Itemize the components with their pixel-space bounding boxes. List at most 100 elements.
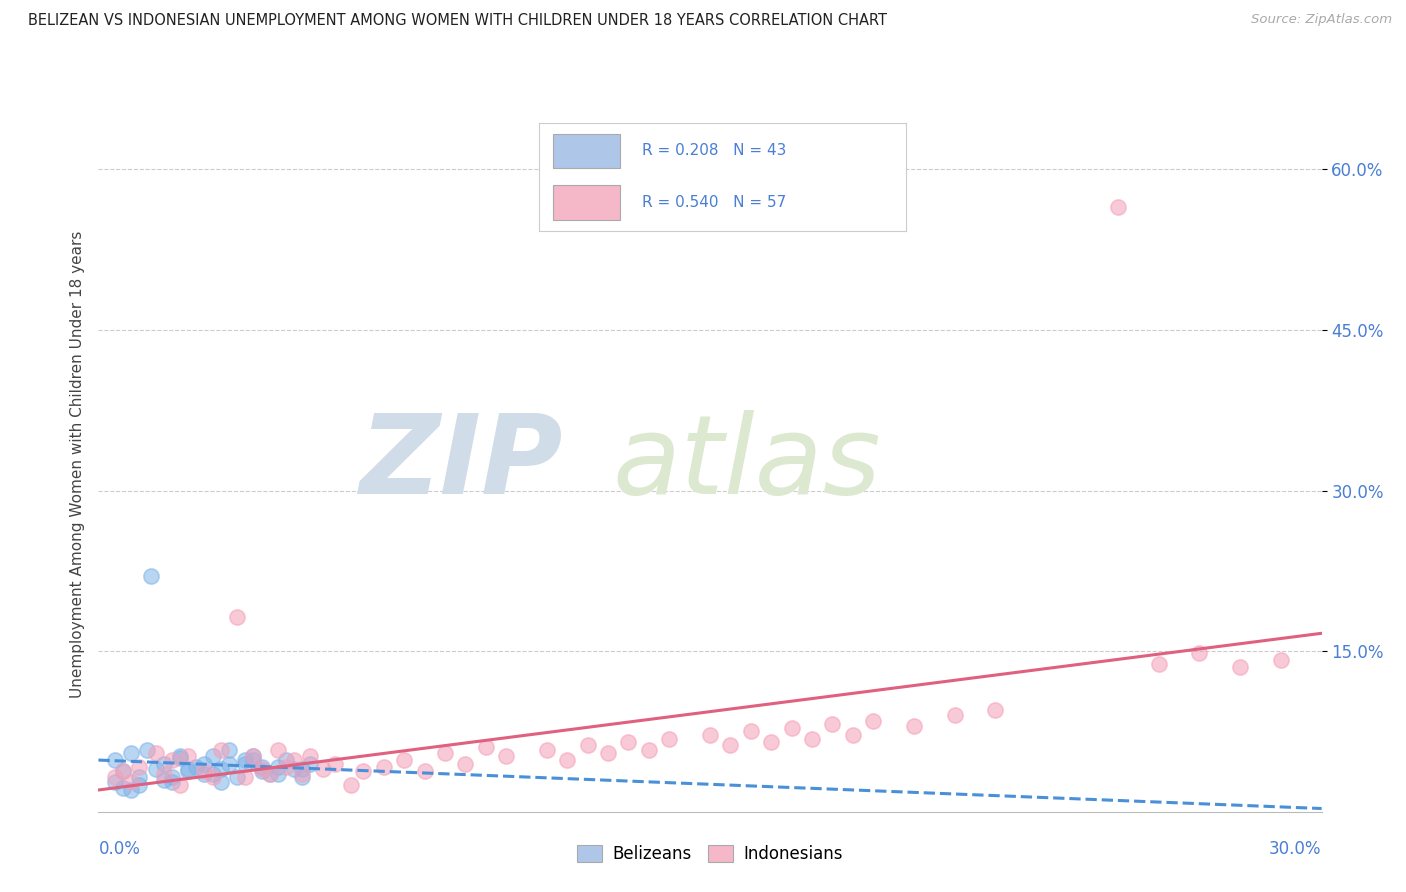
Point	[186, 760, 208, 774]
Text: Source: ZipAtlas.com: Source: ZipAtlas.com	[1251, 13, 1392, 27]
Point	[141, 569, 163, 583]
Point	[267, 760, 290, 774]
Point	[152, 772, 174, 787]
Point	[267, 742, 290, 756]
Point	[226, 610, 249, 624]
Point	[242, 753, 264, 767]
Text: 30.0%: 30.0%	[1270, 839, 1322, 857]
Point	[250, 764, 273, 778]
Point	[209, 774, 232, 789]
Point	[104, 753, 127, 767]
Point	[1229, 660, 1251, 674]
Text: atlas: atlas	[612, 410, 880, 517]
Point	[841, 728, 863, 742]
Point	[226, 771, 249, 785]
Point	[201, 771, 224, 785]
Point	[120, 783, 142, 797]
Point	[259, 767, 281, 781]
Point	[821, 717, 844, 731]
Point	[152, 767, 174, 781]
Point	[555, 753, 579, 767]
Point	[201, 767, 224, 781]
Point	[352, 764, 374, 778]
Point	[242, 749, 264, 764]
Point	[242, 749, 264, 764]
Point	[152, 756, 174, 771]
Point	[274, 753, 297, 767]
Point	[291, 771, 314, 785]
Point	[193, 764, 215, 778]
Point	[218, 742, 240, 756]
Point	[1270, 653, 1292, 667]
Point	[160, 774, 183, 789]
Point	[120, 774, 142, 789]
Point	[340, 778, 363, 792]
Point	[291, 767, 314, 781]
Point	[283, 762, 305, 776]
Point	[392, 753, 416, 767]
Point	[209, 742, 232, 756]
Point	[111, 781, 134, 796]
Point	[474, 740, 498, 755]
Point	[177, 749, 200, 764]
Y-axis label: Unemployment Among Women with Children Under 18 years: Unemployment Among Women with Children U…	[69, 230, 84, 698]
Point	[169, 749, 191, 764]
Point	[801, 731, 824, 746]
Point	[373, 760, 395, 774]
Point	[169, 751, 191, 765]
Point	[160, 771, 183, 785]
Point	[250, 762, 273, 776]
Point	[128, 760, 150, 774]
Point	[233, 756, 256, 771]
Point	[177, 762, 200, 776]
Text: ZIP: ZIP	[360, 410, 564, 517]
Text: BELIZEAN VS INDONESIAN UNEMPLOYMENT AMONG WOMEN WITH CHILDREN UNDER 18 YEARS COR: BELIZEAN VS INDONESIAN UNEMPLOYMENT AMON…	[28, 13, 887, 29]
Point	[718, 739, 742, 753]
Point	[136, 742, 159, 756]
Point	[169, 778, 191, 792]
Point	[177, 764, 200, 778]
Point	[617, 735, 640, 749]
Point	[699, 728, 721, 742]
Point	[1107, 200, 1129, 214]
Point	[413, 764, 436, 778]
Point	[943, 708, 966, 723]
Point	[233, 771, 256, 785]
Point	[283, 753, 305, 767]
Point	[299, 749, 322, 764]
Point	[1188, 646, 1211, 660]
Point	[209, 762, 232, 776]
Point	[495, 749, 517, 764]
Point	[201, 749, 224, 764]
Point	[111, 764, 134, 778]
Point	[104, 771, 127, 785]
Point	[233, 753, 256, 767]
Point	[160, 753, 183, 767]
Point	[145, 762, 167, 776]
Point	[1147, 657, 1170, 671]
Text: 0.0%: 0.0%	[98, 839, 141, 857]
Point	[120, 746, 142, 760]
Point	[299, 756, 322, 771]
Point	[259, 767, 281, 781]
Point	[218, 756, 240, 771]
Point	[267, 767, 290, 781]
Point	[637, 742, 661, 756]
Point	[128, 778, 150, 792]
Point	[323, 756, 346, 771]
Point	[454, 756, 477, 771]
Point	[576, 739, 599, 753]
Point	[145, 746, 167, 760]
Point	[312, 762, 335, 776]
Point	[111, 764, 134, 778]
Point	[780, 721, 803, 735]
Point	[104, 774, 127, 789]
Point	[740, 724, 762, 739]
Point	[862, 714, 884, 728]
Point	[761, 735, 783, 749]
Point	[193, 756, 215, 771]
Point	[291, 762, 314, 776]
Point	[598, 746, 620, 760]
Point	[434, 746, 457, 760]
Legend: Belizeans, Indonesians: Belizeans, Indonesians	[571, 838, 849, 870]
